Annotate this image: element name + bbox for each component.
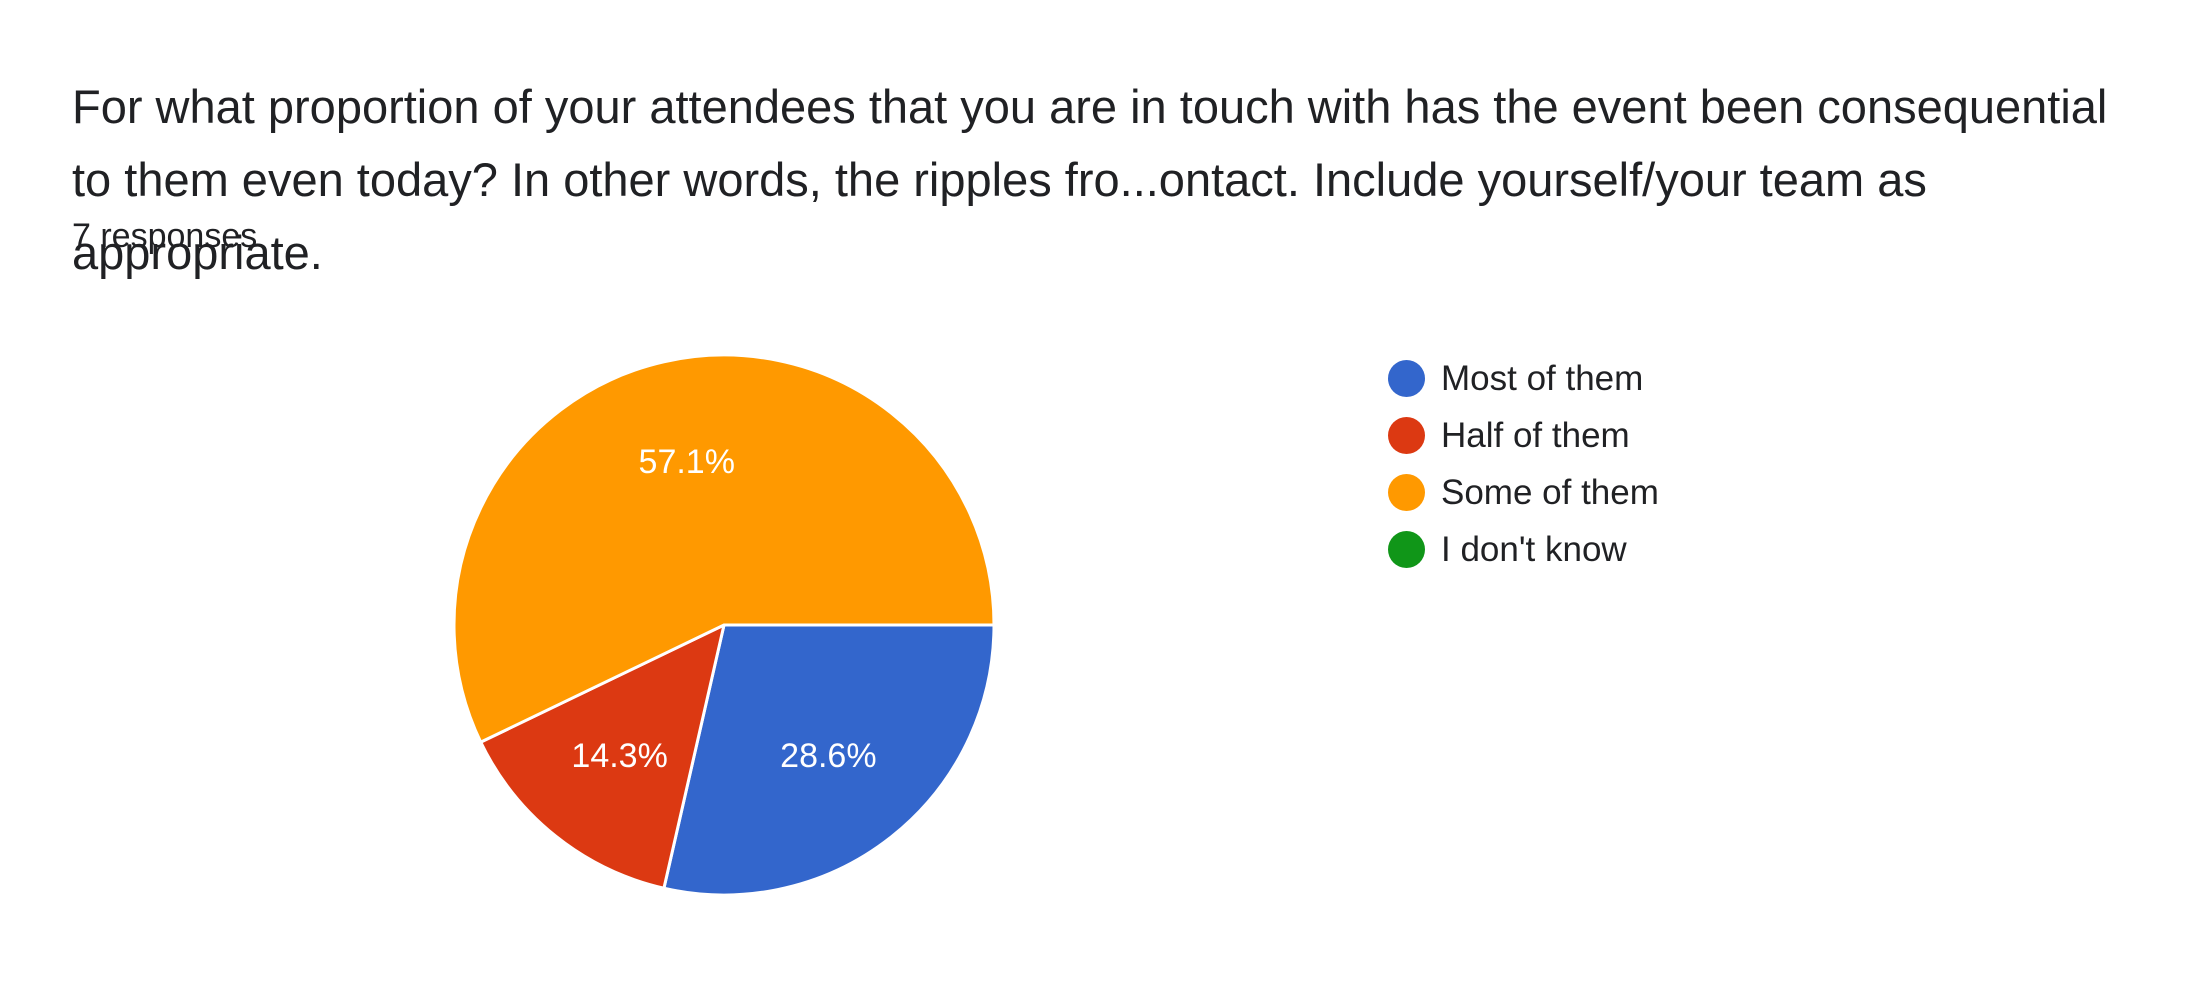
pie-slice-half-of-them[interactable] — [478, 622, 727, 891]
legend-item[interactable]: Half of them — [1388, 407, 1659, 464]
pie-labels: 28.6% 14.3% 57.1% — [571, 443, 876, 775]
pie-slice-some-of-them[interactable] — [452, 353, 996, 745]
legend-label: Most of them — [1441, 358, 1644, 398]
chart-legend: Most of them Half of them Some of them I do… — [1388, 350, 1659, 578]
question-title: For what proportion of your attendees th… — [72, 80, 2108, 279]
legend-label: I don't know — [1441, 529, 1627, 569]
legend-item[interactable]: I don't know — [1388, 521, 1659, 578]
legend-swatch-dot — [1388, 531, 1425, 568]
pie-slices — [452, 353, 996, 897]
legend-item[interactable]: Most of them — [1388, 350, 1659, 407]
legend-swatch-dot — [1388, 474, 1425, 511]
legend-label: Half of them — [1441, 415, 1630, 455]
response-count: 7 responses — [72, 217, 258, 255]
legend-swatch-dot — [1388, 417, 1425, 454]
slice-percent-label: 14.3% — [571, 737, 667, 775]
legend-label: Some of them — [1441, 472, 1659, 512]
slice-percent-label: 57.1% — [639, 443, 735, 481]
pie-slice-most-of-them[interactable] — [662, 623, 996, 897]
slice-percent-label: 28.6% — [780, 737, 876, 775]
legend-swatch-dot — [1388, 360, 1425, 397]
legend-item[interactable]: Some of them — [1388, 464, 1659, 521]
